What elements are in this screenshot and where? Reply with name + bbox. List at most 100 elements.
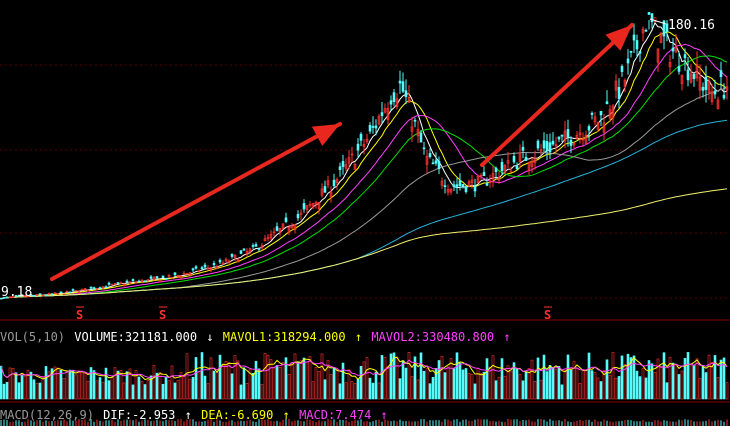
volume-bar (8, 367, 12, 400)
candle-body (635, 40, 639, 50)
candle-body (692, 73, 696, 80)
candle-body (338, 166, 342, 170)
volume-bar (716, 377, 720, 400)
mavol1-value: MAVOL1:318294.000 (222, 330, 346, 344)
candle-body (467, 181, 471, 187)
volume-bar (167, 380, 171, 400)
candle-body (149, 276, 153, 279)
candle-body (533, 157, 537, 163)
volume-bar (101, 381, 105, 400)
volume-bar (623, 364, 627, 400)
candle-body (239, 250, 243, 254)
volume-bar (686, 352, 690, 400)
volume-bar (26, 369, 30, 400)
volume-bar (383, 356, 387, 400)
volume-bar (305, 361, 309, 400)
volume-bar (581, 369, 585, 400)
candle-body (581, 138, 585, 141)
volume-bar (650, 363, 654, 400)
volume-bar (182, 375, 186, 400)
candle-body (260, 245, 264, 249)
volume-bar (95, 380, 99, 400)
candle-body (188, 272, 192, 275)
volume-bar (152, 365, 156, 400)
candle-body (596, 121, 600, 130)
volume-bar (719, 359, 723, 400)
volume-bar (290, 362, 294, 400)
candle-body (302, 203, 306, 210)
candle-body (185, 273, 189, 275)
candle-body (656, 48, 660, 63)
candle-body (569, 139, 573, 146)
candle-body (353, 164, 357, 170)
candle-body (113, 283, 117, 285)
candle-body (98, 287, 102, 289)
high-price-label: 180.16 (668, 18, 715, 33)
volume-bar (311, 381, 315, 400)
candle-body (521, 146, 525, 151)
candle-body (311, 202, 315, 209)
volume-bar (53, 366, 57, 400)
volume-bar (230, 373, 234, 400)
candle-body (341, 161, 345, 167)
volume-bar (164, 376, 168, 400)
candle-body (626, 58, 630, 64)
volume-bar (89, 367, 93, 400)
volume-bar (254, 360, 258, 400)
candle-body (371, 126, 375, 128)
volume-bar (350, 381, 354, 400)
volume-bar (662, 352, 666, 400)
volume-bar (137, 376, 141, 400)
candle-body (605, 101, 609, 104)
volume-bar (626, 353, 630, 400)
candle-body (257, 248, 261, 250)
volume-bar (422, 371, 426, 400)
candle-body (35, 294, 39, 296)
volume-bar (659, 365, 663, 400)
volume-bar (275, 365, 279, 400)
volume-bar (203, 375, 207, 400)
candle-body (227, 260, 231, 264)
candle-body (137, 280, 141, 283)
volume-bar (338, 383, 342, 400)
volume-bar (485, 358, 489, 400)
volume-bar (656, 358, 660, 400)
candle-body (41, 294, 45, 297)
volume-bar (131, 384, 135, 400)
candle-body (611, 105, 615, 119)
volume-bar (704, 372, 708, 400)
candle-body (194, 266, 198, 269)
volume-bar (269, 359, 273, 400)
volume-bar (434, 367, 438, 400)
volume-bar (0, 365, 3, 400)
candle-body (377, 115, 381, 125)
candle-body (455, 184, 459, 187)
candle-body (638, 51, 642, 54)
volume-bar (161, 383, 165, 400)
volume-bar (155, 372, 159, 400)
volume-bar (401, 360, 405, 400)
volume-bar (392, 352, 396, 400)
volume-bar (548, 365, 552, 400)
low-price-label: 9.18 (1, 285, 32, 300)
candle-body (368, 125, 372, 132)
volume-bar (194, 357, 198, 400)
volume-bar (140, 381, 144, 400)
volume-bar (506, 365, 510, 400)
volume-bar (692, 365, 696, 400)
candle-body (8, 296, 12, 298)
candle-body (233, 254, 237, 258)
candle-body (620, 66, 624, 72)
candle-body (77, 291, 81, 294)
candle-body (269, 233, 273, 239)
volume-bar (248, 368, 252, 400)
volume-bar (386, 366, 390, 400)
candle-body (608, 109, 612, 119)
candle-body (713, 90, 717, 95)
candle-body (290, 225, 294, 229)
volume-bar (398, 378, 402, 400)
volume-bar (296, 361, 300, 400)
candle-body (506, 160, 510, 164)
